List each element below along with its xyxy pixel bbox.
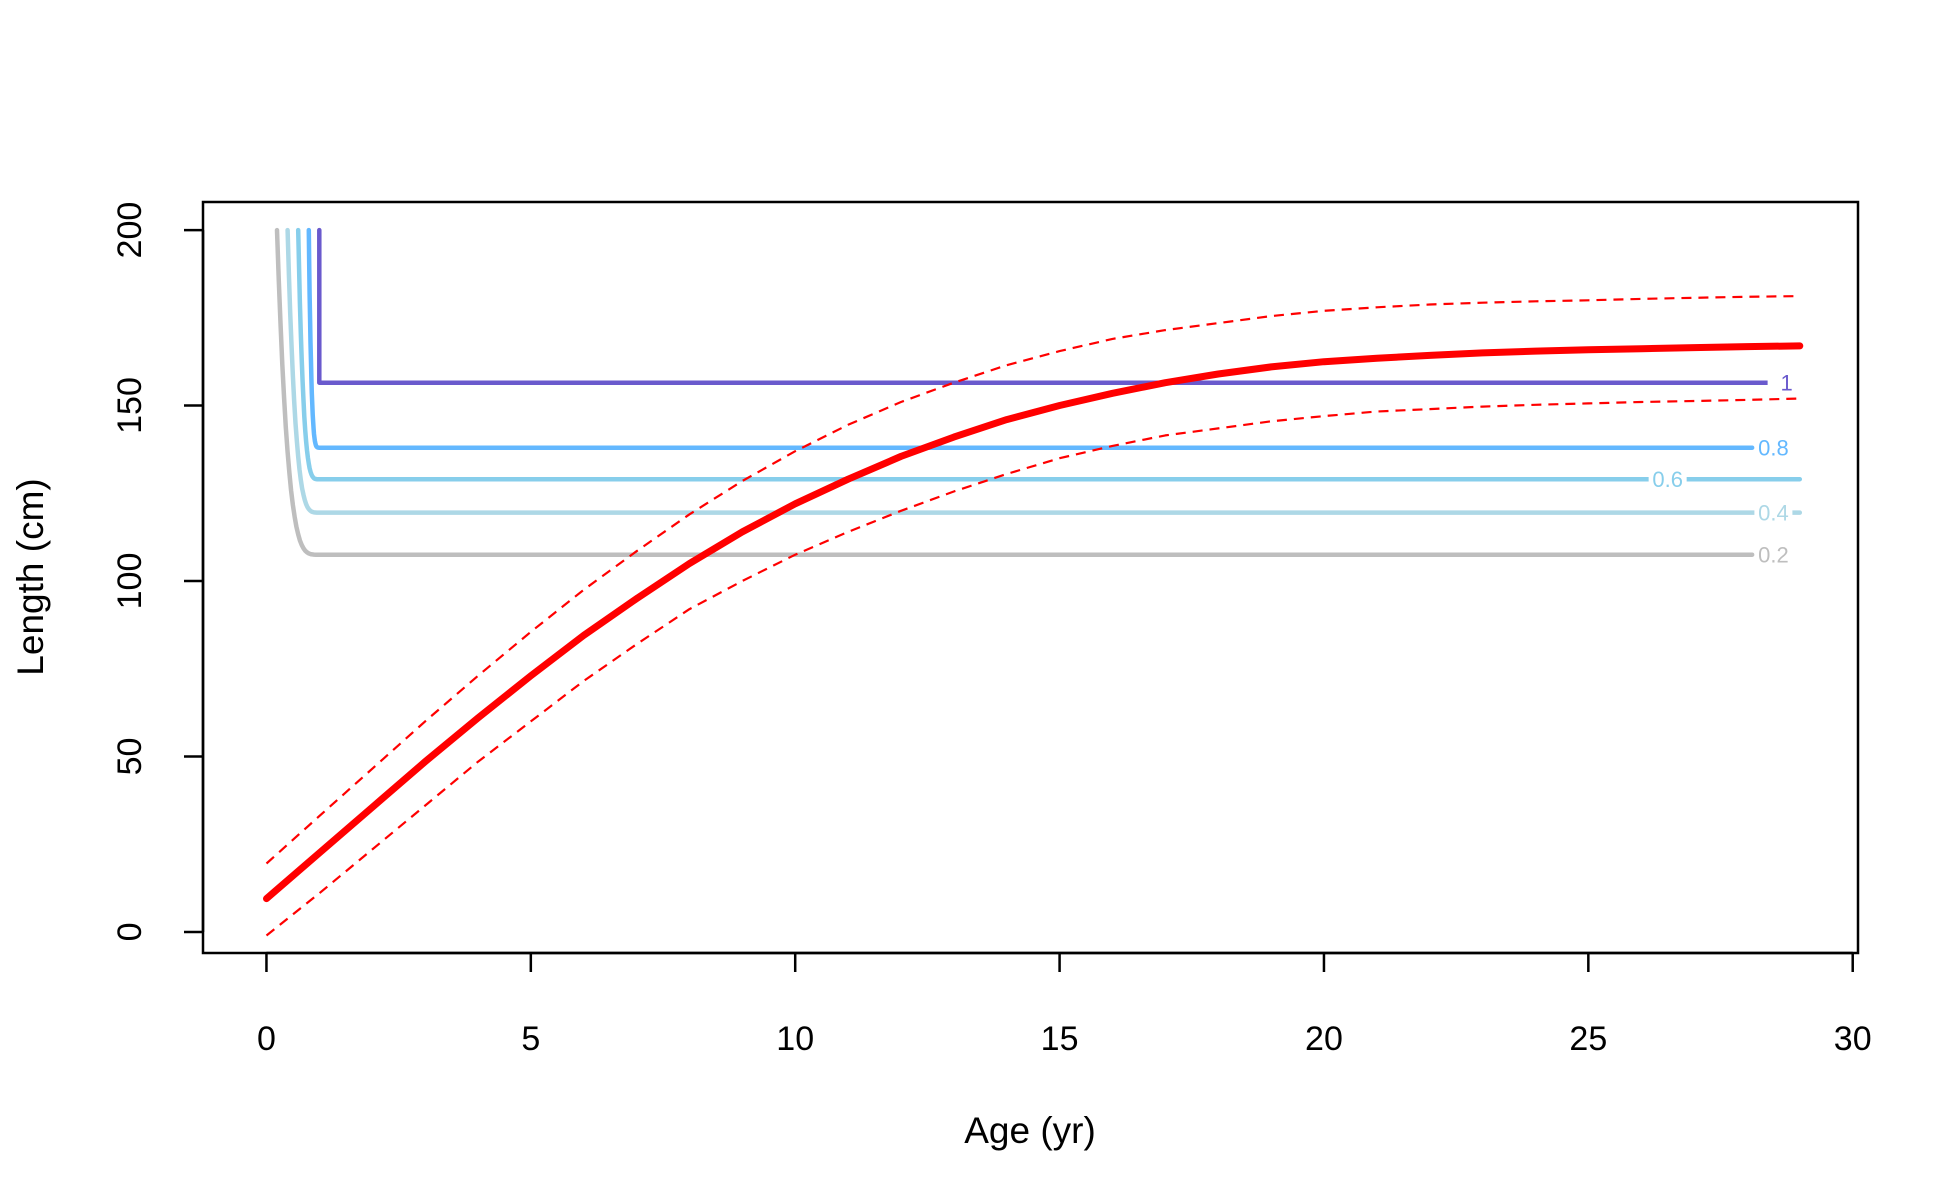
series-layer: [263, 295, 1804, 937]
x-tick-label: 10: [776, 1020, 814, 1058]
x-axis: 0 5 10 15 20 25 30: [257, 951, 1872, 1058]
contour-line-1: [317, 227, 1776, 385]
contour-line-0-8: [306, 227, 1755, 450]
upper-interval-line: [265, 295, 1800, 865]
contour-layer: 0.2 0.4 0.6 0.8 1: [274, 227, 1806, 568]
y-tick-label: 0: [111, 922, 149, 941]
contour-label-background: [1767, 370, 1806, 395]
lower-interval-line: [265, 397, 1800, 937]
y-tick-label: 200: [111, 202, 149, 259]
y-tick-label: 100: [111, 553, 149, 610]
growth-curve-line: [263, 342, 1804, 903]
contour-label-0-6: 0.6: [1652, 467, 1683, 492]
contour-label-0-4: 0.4: [1758, 501, 1789, 526]
contour-label-0-2: 0.2: [1758, 543, 1789, 568]
y-axis-title: Length (cm): [10, 478, 51, 675]
plot-box: [201, 200, 1860, 955]
contour-label-1: 1: [1780, 371, 1792, 396]
contour-line-0-4: [285, 227, 1803, 515]
x-tick-label: 25: [1569, 1020, 1607, 1058]
y-tick-label: 50: [111, 738, 149, 776]
contour-line-0-2: [274, 227, 1755, 557]
contour-label-background: [1754, 542, 1793, 567]
contour-label-background: [1648, 467, 1687, 492]
x-tick-label: 30: [1834, 1020, 1872, 1058]
x-axis-title: Age (yr): [964, 1110, 1096, 1151]
x-tick-label: 15: [1041, 1020, 1079, 1058]
x-tick-label: 5: [521, 1020, 540, 1058]
y-axis: 0 50 100 150 200: [111, 202, 205, 941]
contour-label-background: [1754, 500, 1793, 525]
contour-line-0-6: [295, 227, 1803, 482]
x-tick-label: 20: [1305, 1020, 1343, 1058]
x-tick-label: 0: [257, 1020, 276, 1058]
y-tick-label: 150: [111, 377, 149, 434]
contour-label-0-8: 0.8: [1758, 436, 1789, 461]
contour-label-background: [1754, 435, 1793, 460]
